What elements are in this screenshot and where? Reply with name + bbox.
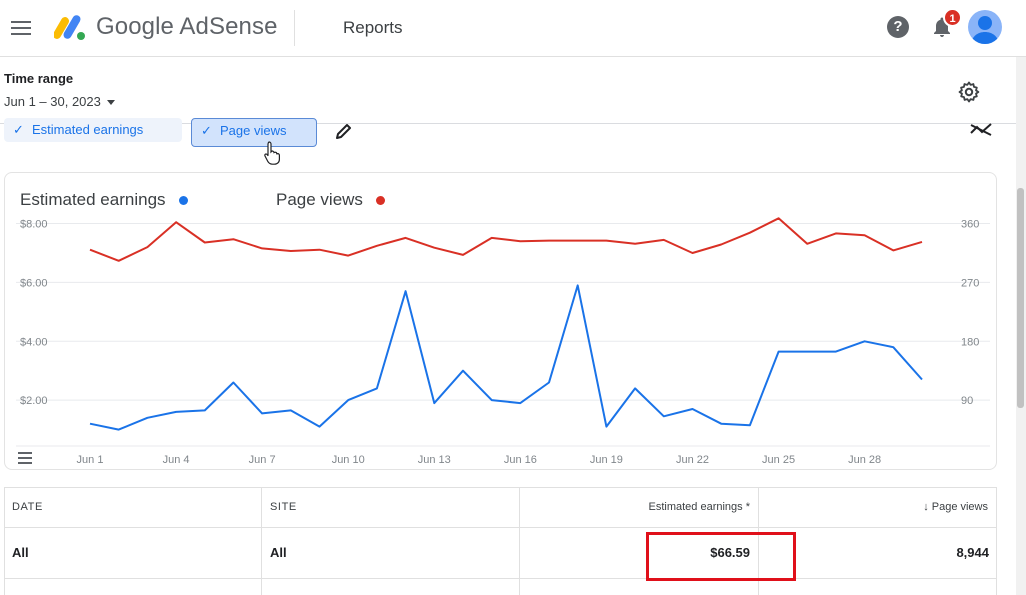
scrollbar-thumb[interactable] (1017, 188, 1024, 408)
account-avatar[interactable] (968, 10, 1002, 44)
metric-chip-estimated-earnings[interactable]: ✓ Estimated earnings (4, 118, 182, 142)
brand-name: Google AdSense (96, 13, 278, 40)
notification-count-badge: 1 (943, 8, 962, 27)
time-range-dropdown[interactable]: Jun 1 – 30, 2023 (4, 94, 115, 109)
row-divider (4, 578, 997, 579)
chart-trend-icon[interactable] (968, 120, 994, 140)
person-icon (971, 16, 999, 44)
row-date-cell: All (12, 545, 29, 560)
column-header-site[interactable]: SITE (270, 501, 297, 513)
edit-metrics-pencil-icon[interactable] (333, 120, 355, 142)
help-icon[interactable]: ? (887, 16, 909, 38)
report-table (4, 487, 997, 595)
dropdown-caret-icon (106, 100, 115, 106)
metric-chip-label: Estimated earnings (32, 122, 144, 137)
earnings-highlight-box (646, 532, 796, 581)
time-range-label: Time range (4, 71, 74, 86)
section-divider (0, 123, 1026, 124)
legend-swatch (178, 196, 188, 206)
row-page-views-cell: 8,944 (956, 545, 989, 560)
legend-label: Page views (276, 190, 363, 209)
adsense-logo-icon (54, 15, 85, 40)
performance-chart-card (4, 172, 997, 470)
metric-chip-label: Page views (220, 123, 287, 138)
time-range-value: Jun 1 – 30, 2023 (4, 94, 101, 109)
column-header-estimated-earnings[interactable]: Estimated earnings * (648, 501, 751, 513)
main-menu-icon[interactable] (10, 17, 32, 39)
column-header-date[interactable]: DATE (12, 501, 43, 513)
settings-gear-icon[interactable] (957, 80, 981, 104)
legend-label: Estimated earnings (20, 190, 166, 209)
page-title: Reports (343, 18, 403, 37)
column-divider (261, 487, 262, 595)
legend-swatch (375, 196, 385, 206)
top-app-bar: Google AdSense Reports ? 1 (0, 0, 1026, 57)
header-divider (294, 10, 295, 46)
row-site-cell: All (270, 545, 287, 560)
legend-item-estimated-earnings: Estimated earnings (20, 190, 188, 210)
column-divider (519, 487, 520, 595)
check-icon: ✓ (201, 123, 212, 138)
header-row-divider (4, 527, 997, 528)
legend-item-page-views: Page views (276, 190, 385, 210)
metric-chip-page-views[interactable]: ✓ Page views (191, 118, 317, 147)
column-divider (758, 487, 759, 595)
mouse-pointer-hand-icon (264, 141, 280, 165)
column-header-page-views[interactable]: ↓ Page views (923, 501, 988, 513)
show-table-icon[interactable] (18, 452, 32, 464)
check-icon: ✓ (13, 122, 24, 137)
row-earnings-cell: $66.59 (710, 545, 750, 560)
